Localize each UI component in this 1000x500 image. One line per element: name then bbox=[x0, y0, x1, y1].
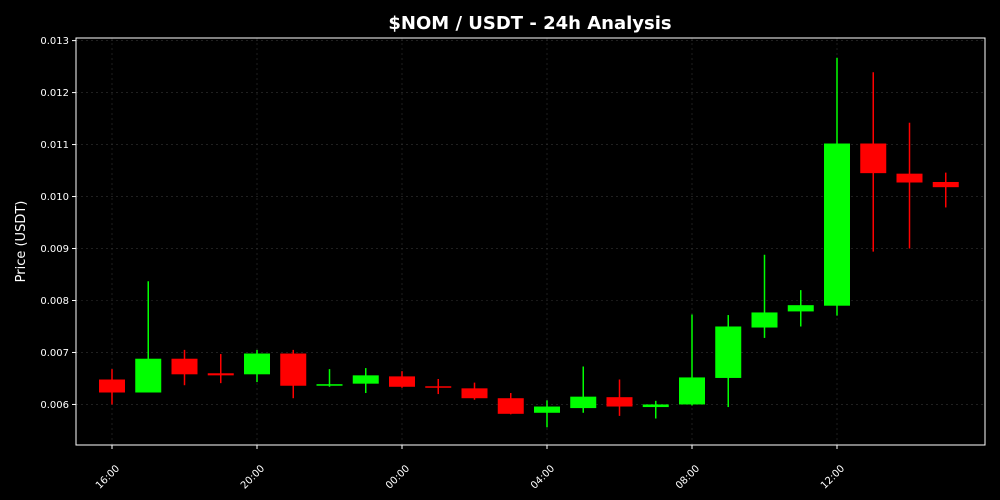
candle-body-down bbox=[461, 388, 488, 399]
candle bbox=[135, 281, 162, 393]
candle bbox=[171, 349, 198, 386]
candle bbox=[860, 72, 887, 252]
candle bbox=[932, 172, 959, 208]
candle bbox=[534, 400, 560, 428]
candle bbox=[570, 366, 597, 413]
candle bbox=[497, 393, 524, 415]
candle-body-up bbox=[316, 384, 343, 386]
candle-body-up bbox=[352, 375, 379, 384]
candle bbox=[606, 379, 633, 416]
candle bbox=[316, 369, 343, 387]
y-axis: 0.006 0.007 0.008 0.009 0.010 0.011 0.012 0.013 bbox=[40, 36, 76, 411]
chart-title: $NOM / USDT - 24h Analysis bbox=[388, 13, 671, 34]
candle-body-up bbox=[244, 353, 270, 375]
y-axis-label: Price (USDT) bbox=[14, 201, 29, 283]
candle bbox=[425, 378, 452, 395]
plot-frame bbox=[75, 37, 986, 446]
candle-body-down bbox=[171, 358, 198, 375]
candle-body-up bbox=[570, 396, 597, 409]
candle-body-up bbox=[642, 404, 669, 408]
candle-body-up bbox=[824, 143, 850, 306]
candle-body-down bbox=[207, 373, 234, 376]
candle-body-down bbox=[860, 143, 887, 174]
candle-layer bbox=[99, 57, 959, 428]
y-tick-label: 0.013 bbox=[40, 36, 69, 47]
grid-layer bbox=[76, 38, 985, 445]
candle-body-down bbox=[280, 353, 307, 386]
candle-body-down bbox=[389, 376, 415, 387]
candle bbox=[715, 315, 742, 408]
candle bbox=[896, 122, 923, 249]
candle bbox=[751, 254, 778, 338]
candle-body-down bbox=[425, 386, 452, 388]
y-tick-label: 0.011 bbox=[40, 140, 69, 151]
candle-body-down bbox=[932, 181, 959, 188]
candle bbox=[99, 369, 125, 405]
candle bbox=[244, 349, 270, 383]
candle-body-down bbox=[606, 397, 633, 407]
candle-body-up bbox=[135, 358, 162, 393]
candle bbox=[824, 57, 850, 316]
candle-body-up bbox=[787, 305, 814, 312]
candle-body-up bbox=[715, 326, 742, 378]
y-tick-label: 0.010 bbox=[40, 192, 69, 203]
y-tick-label: 0.012 bbox=[40, 88, 69, 99]
y-tick-label: 0.007 bbox=[40, 348, 69, 359]
candle bbox=[207, 354, 234, 384]
candle bbox=[787, 290, 814, 327]
candle-body-up bbox=[679, 377, 705, 405]
candle bbox=[642, 400, 669, 419]
candle-body-up bbox=[534, 406, 560, 413]
candle-body-down bbox=[896, 173, 923, 183]
candle-body-down bbox=[99, 379, 125, 393]
candle bbox=[461, 382, 488, 400]
y-tick-label: 0.009 bbox=[40, 244, 69, 255]
candle-body-up bbox=[751, 312, 778, 328]
candle bbox=[280, 349, 307, 399]
y-tick-label: 0.006 bbox=[40, 400, 69, 411]
candle bbox=[352, 368, 379, 394]
y-tick-label: 0.008 bbox=[40, 296, 69, 307]
candle bbox=[679, 314, 705, 406]
candle-body-down bbox=[497, 398, 524, 414]
candle bbox=[389, 371, 415, 388]
